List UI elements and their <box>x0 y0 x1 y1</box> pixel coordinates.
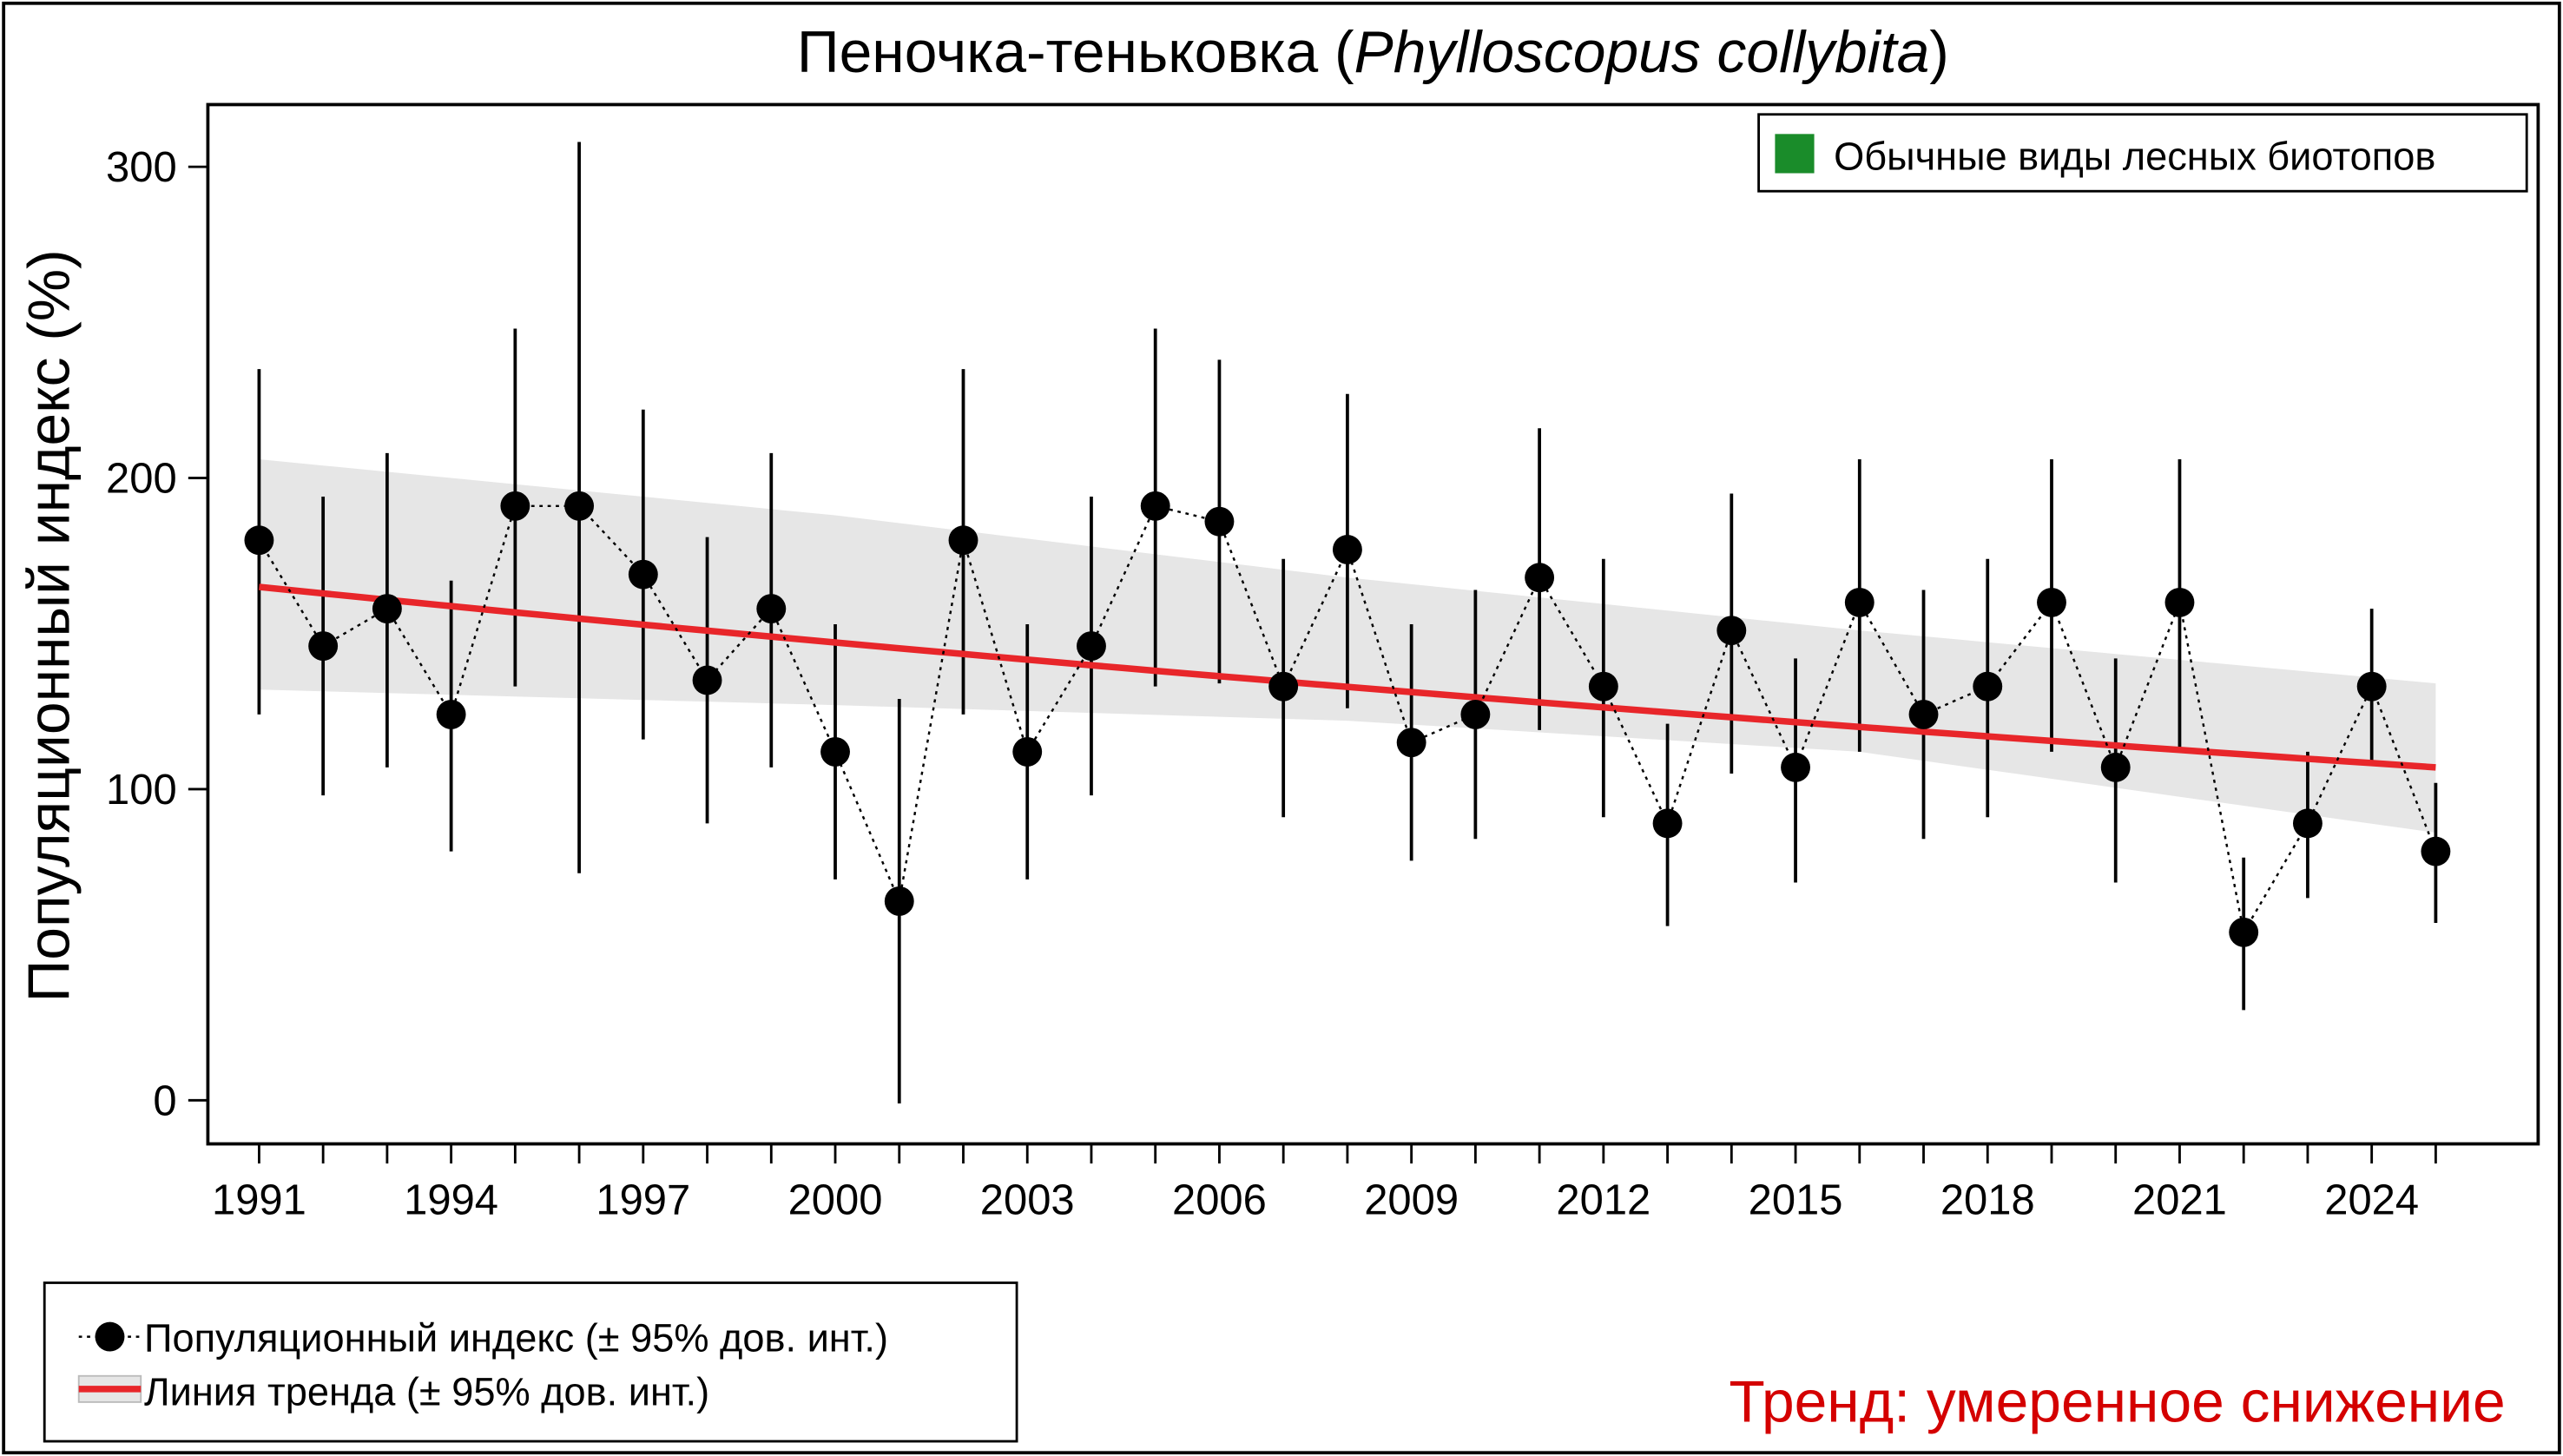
data-point-2018 <box>1973 671 2003 702</box>
x-tick-label: 2024 <box>2324 1176 2419 1223</box>
x-tick-label: 1997 <box>596 1176 690 1223</box>
data-point-2004 <box>1077 631 1106 662</box>
data-point-1991 <box>244 525 274 556</box>
data-point-1992 <box>308 631 339 662</box>
y-tick-label: 100 <box>106 767 177 814</box>
y-tick-label: 200 <box>106 455 177 502</box>
habitat-color-swatch <box>1775 134 1815 174</box>
x-tick-label: 1994 <box>404 1176 498 1223</box>
data-point-1995 <box>500 491 530 521</box>
legend-series: Популяционный индекс (± 95% дов. инт.) Л… <box>43 1281 1018 1443</box>
x-tick-label: 1991 <box>212 1176 306 1223</box>
x-tick-label: 2012 <box>1556 1176 1650 1223</box>
data-point-2013 <box>1652 808 1683 839</box>
trend-line <box>259 583 2436 771</box>
data-point-1999 <box>756 594 787 624</box>
legend-habitat: Обычные виды лесных биотопов <box>1757 113 2528 193</box>
data-point-2020 <box>2100 752 2131 782</box>
legend-index-marker <box>95 1321 125 1352</box>
data-point-2022 <box>2229 917 2259 947</box>
data-point-2003 <box>1012 736 1043 767</box>
x-tick-label: 2006 <box>1172 1176 1267 1223</box>
data-point-2006 <box>1204 506 1235 537</box>
x-tick-label: 2018 <box>1940 1176 2035 1223</box>
data-point-2011 <box>1525 563 1555 593</box>
data-point-2019 <box>2037 587 2066 617</box>
data-point-1998 <box>692 665 722 695</box>
data-point-2008 <box>1332 535 1362 564</box>
data-point-2010 <box>1460 699 1491 729</box>
data-point-2023 <box>2292 808 2323 839</box>
y-axis-label: Популяционный индекс (%) <box>16 249 82 1002</box>
data-point-2002 <box>948 525 978 556</box>
legend-trend-label: Линия тренда (± 95% дов. инт.) <box>144 1370 709 1414</box>
chart-title: Пеночка-теньковка (Phylloscopus collybit… <box>797 20 1949 85</box>
x-tick-label: 2003 <box>980 1176 1075 1223</box>
data-point-2012 <box>1588 671 1618 702</box>
trend-annotation: Тренд: умеренное снижение <box>1729 1369 2505 1434</box>
legend-index-label: Популяционный индекс (± 95% дов. инт.) <box>144 1316 888 1360</box>
data-point-2025 <box>2421 836 2451 866</box>
data-point-2005 <box>1140 491 1170 521</box>
x-tick-label: 2021 <box>2132 1176 2227 1223</box>
plot-area <box>244 142 2451 1104</box>
data-point-2017 <box>1908 699 1939 729</box>
y-tick-label: 300 <box>106 144 177 191</box>
data-point-2001 <box>884 886 914 916</box>
legend-habitat-label: Обычные виды лесных биотопов <box>1834 135 2435 179</box>
y-tick-label: 0 <box>153 1077 176 1124</box>
data-point-1997 <box>628 559 658 590</box>
x-tick-label: 2015 <box>1749 1176 1843 1223</box>
data-point-2007 <box>1268 671 1299 702</box>
data-point-1993 <box>372 594 402 624</box>
data-point-1996 <box>564 491 595 521</box>
x-tick-label: 2009 <box>1364 1176 1459 1223</box>
data-point-2015 <box>1781 752 1810 782</box>
data-point-2000 <box>820 736 850 767</box>
data-point-1994 <box>436 699 466 729</box>
data-point-2024 <box>2356 671 2387 702</box>
plot-border <box>206 102 2540 1146</box>
data-point-2016 <box>1844 587 1874 617</box>
data-point-2021 <box>2164 587 2195 617</box>
data-point-2014 <box>1716 616 1747 646</box>
axis-ticks: 1991 1994 1997 2000 2003 2006 2009 2012 2015 2018… <box>106 144 2437 1223</box>
x-tick-label: 2000 <box>788 1176 883 1223</box>
data-point-2009 <box>1396 728 1426 758</box>
